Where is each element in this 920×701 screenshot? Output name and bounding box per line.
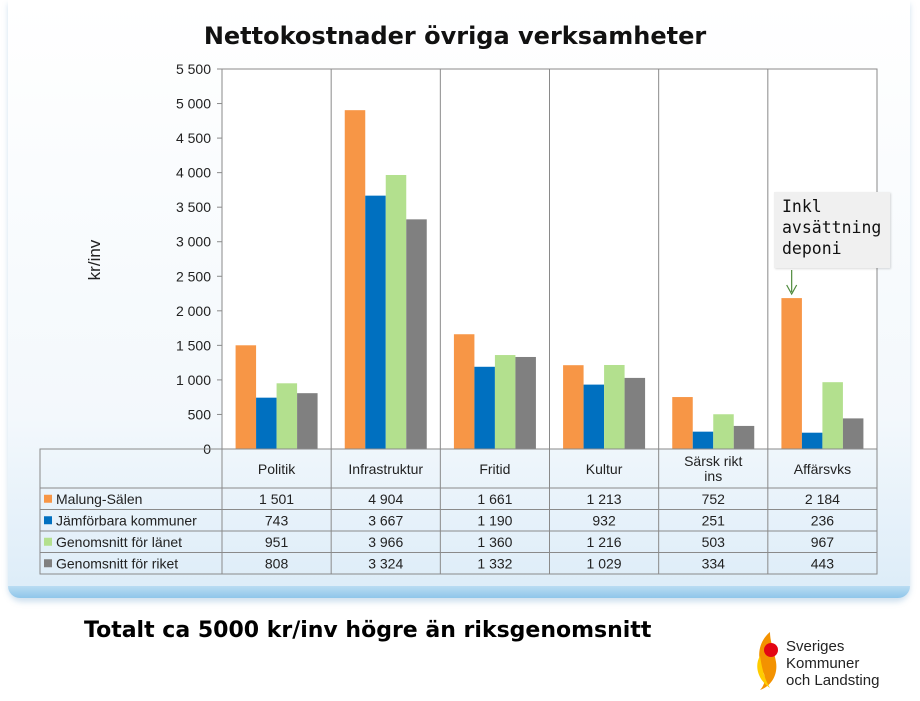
bar bbox=[494, 355, 516, 449]
data-table bbox=[39, 448, 878, 575]
bar bbox=[474, 366, 495, 449]
data-label: 503 bbox=[702, 534, 726, 550]
bar bbox=[256, 397, 277, 449]
bar bbox=[713, 414, 734, 449]
y-tick-label: 500 bbox=[188, 406, 212, 422]
y-tick-label: 2 000 bbox=[176, 303, 211, 319]
data-label: 752 bbox=[702, 491, 726, 507]
y-tick-label: 3 500 bbox=[176, 199, 211, 215]
bar bbox=[453, 334, 475, 449]
category-label: Infrastruktur bbox=[348, 461, 423, 477]
annotation-text: Inkl avsättning deponi bbox=[782, 197, 882, 258]
data-label: 1 216 bbox=[587, 534, 622, 550]
data-label: 236 bbox=[811, 512, 835, 528]
y-tick-label: 5 000 bbox=[176, 96, 211, 112]
bar bbox=[297, 393, 318, 449]
bar bbox=[822, 382, 843, 449]
data-label: 932 bbox=[592, 512, 616, 528]
bar bbox=[842, 418, 864, 449]
y-tick-label: 5 500 bbox=[176, 61, 211, 77]
legend-label: Genomsnitt för riket bbox=[56, 555, 178, 571]
bar bbox=[235, 345, 257, 449]
footer-summary: Totalt ca 5000 kr/inv högre än riksgenom… bbox=[84, 618, 652, 643]
data-label: 251 bbox=[702, 512, 726, 528]
logo-text: Sveriges Kommuner och Landsting bbox=[786, 638, 880, 689]
bar bbox=[515, 356, 536, 449]
y-tick-label: 1 000 bbox=[176, 372, 211, 388]
data-label: 1 661 bbox=[477, 491, 512, 507]
legend-label: Malung-Sälen bbox=[56, 491, 142, 507]
bar bbox=[563, 365, 584, 449]
category-label: Särsk rikt bbox=[684, 453, 742, 469]
skl-logo-mark-icon bbox=[757, 632, 778, 690]
data-label: 951 bbox=[265, 534, 289, 550]
bar bbox=[672, 397, 693, 449]
bar bbox=[624, 377, 646, 449]
legend-swatch bbox=[44, 537, 52, 546]
bar bbox=[365, 195, 386, 449]
data-label: 3 966 bbox=[368, 534, 403, 550]
data-label: 1 501 bbox=[259, 491, 294, 507]
category-label: Affärsvks bbox=[794, 461, 851, 477]
skl-logo: Sveriges Kommuner och Landsting bbox=[752, 628, 912, 694]
legend-swatch bbox=[44, 516, 52, 525]
bar bbox=[781, 298, 802, 449]
category-label: Fritid bbox=[479, 461, 510, 477]
data-label: 4 904 bbox=[368, 491, 403, 507]
legend-swatch bbox=[44, 559, 52, 568]
bar bbox=[406, 219, 427, 449]
bar bbox=[344, 110, 366, 449]
category-label: Kultur bbox=[586, 461, 623, 477]
data-label: 3 324 bbox=[368, 555, 403, 571]
category-label: Politik bbox=[258, 461, 296, 477]
y-tick-label: 3 000 bbox=[176, 234, 211, 250]
data-label: 967 bbox=[811, 534, 835, 550]
data-label: 334 bbox=[702, 555, 726, 571]
legend-swatch bbox=[44, 494, 52, 503]
bar bbox=[385, 174, 407, 449]
annotation-callout: Inkl avsättning deponi bbox=[774, 192, 890, 268]
data-label: 1 332 bbox=[477, 555, 512, 571]
data-label: 3 667 bbox=[368, 512, 403, 528]
legend-label: Genomsnitt för länet bbox=[56, 534, 182, 550]
chart-title: Nettokostnader övriga verksamheter bbox=[203, 22, 707, 50]
bar bbox=[801, 432, 823, 449]
bar bbox=[733, 425, 755, 449]
bar bbox=[583, 384, 605, 449]
bar bbox=[604, 364, 625, 449]
legend-label: Jämförbara kommuner bbox=[56, 512, 197, 528]
y-tick-label: 2 500 bbox=[176, 268, 211, 284]
data-label: 443 bbox=[811, 555, 835, 571]
data-label: 2 184 bbox=[805, 491, 840, 507]
data-label: 1 190 bbox=[477, 512, 512, 528]
data-label: 743 bbox=[265, 512, 289, 528]
y-tick-label: 4 000 bbox=[176, 165, 211, 181]
data-label: 1 029 bbox=[587, 555, 622, 571]
y-tick-label: 1 500 bbox=[176, 337, 211, 353]
data-label: 1 213 bbox=[587, 491, 622, 507]
annotation-arrowhead bbox=[786, 284, 798, 296]
category-label: ins bbox=[704, 468, 722, 484]
data-label: 1 360 bbox=[477, 534, 512, 550]
bar bbox=[692, 431, 714, 449]
data-label: 808 bbox=[265, 555, 289, 571]
y-axis-label: kr/inv bbox=[85, 239, 104, 280]
bar bbox=[276, 383, 298, 449]
y-tick-label: 4 500 bbox=[176, 130, 211, 146]
